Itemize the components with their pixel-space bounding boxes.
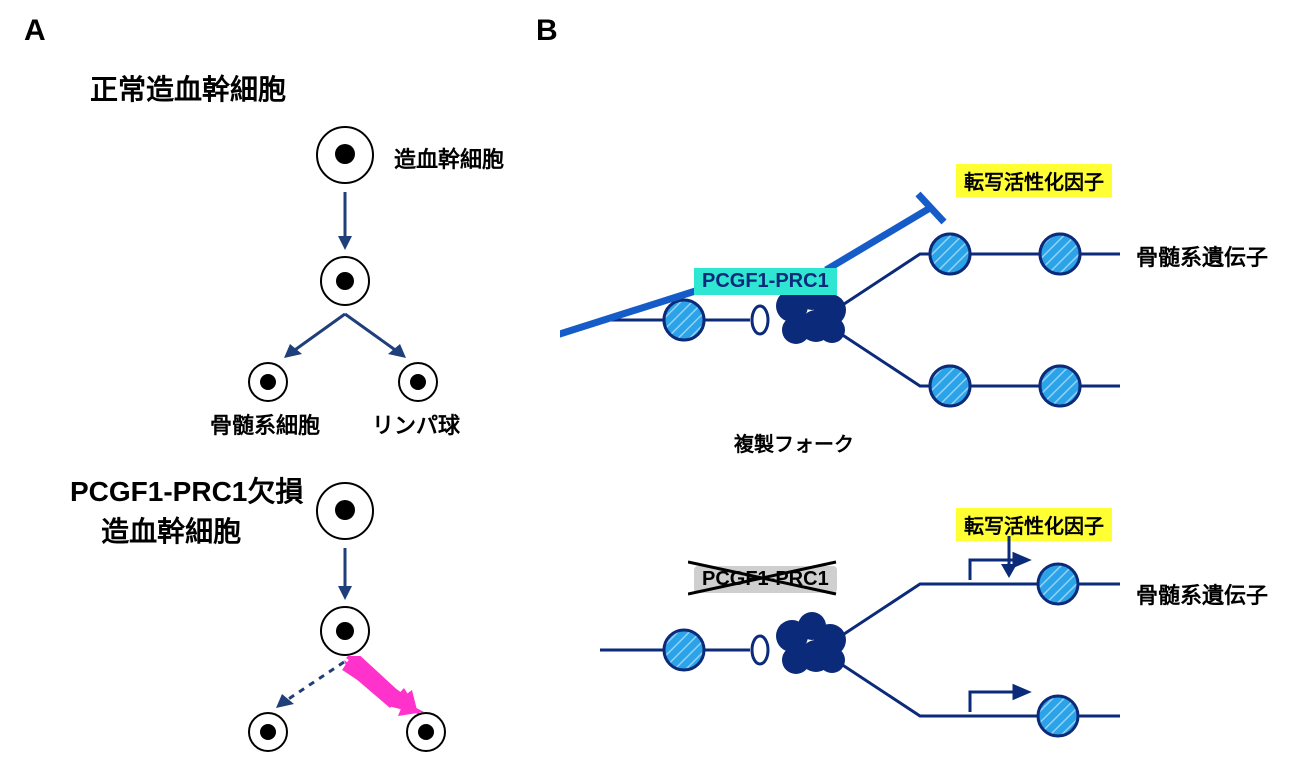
bottom-schematic-svg: [560, 500, 1280, 750]
replication-label-top: 複製フォーク: [734, 428, 854, 457]
top-schematic-svg: [560, 150, 1280, 420]
transcription-factor-box-top: 転写活性化因子: [956, 164, 1112, 197]
gene-label-bottom: 骨髄系遺伝子: [1136, 578, 1268, 610]
split-arrows-top-icon: [260, 308, 430, 368]
factor-arrow-icon: [994, 536, 1024, 582]
arrow-down-bot-icon: [335, 548, 355, 602]
myeloid-nucleus-bot: [260, 724, 276, 740]
lymph-nucleus-bot: [418, 724, 434, 740]
lymph-label-top: リンパ球: [372, 408, 460, 440]
transcription-factor-box-bottom: 転写活性化因子: [956, 508, 1112, 541]
progenitor-nucleus-bot: [336, 622, 354, 640]
hsc-label-top: 造血幹細胞: [394, 142, 504, 174]
panel-letter-a: A: [24, 14, 46, 48]
panel-letter-b: B: [536, 14, 558, 48]
lymph-nucleus-top: [410, 374, 426, 390]
arrow-down-top-icon: [335, 192, 355, 252]
strike-x-icon: [688, 558, 838, 598]
hsc-nucleus-top: [335, 144, 355, 164]
pcgf1-prc1-box-top: PCGF1-PRC1: [694, 268, 837, 295]
gene-label-top: 骨髄系遺伝子: [1136, 240, 1268, 272]
hsc-nucleus-bot: [335, 500, 355, 520]
panel-a-normal-title: 正常造血幹細胞: [90, 68, 286, 108]
myeloid-label-top: 骨髄系細胞: [210, 408, 320, 440]
progenitor-nucleus-top: [336, 272, 354, 290]
myeloid-nucleus-top: [260, 374, 276, 390]
panel-a-ko-title: PCGF1-PRC1欠損 造血幹細胞: [70, 470, 303, 550]
biased-arrows-icon: [248, 656, 448, 722]
